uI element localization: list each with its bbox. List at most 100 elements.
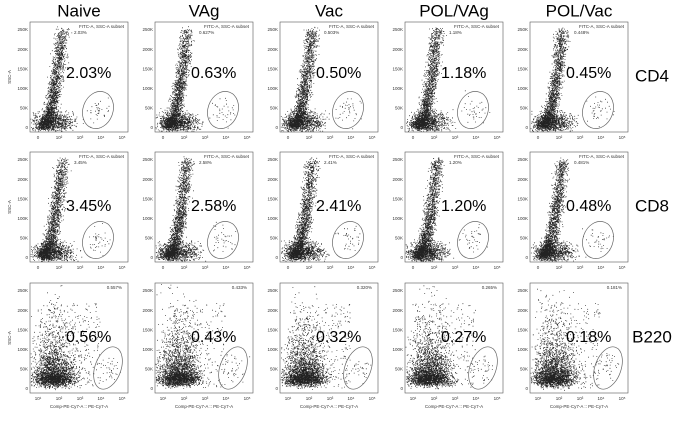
gate	[468, 346, 498, 390]
x-tick-label: 10⁵	[619, 265, 626, 270]
dot-density	[405, 157, 488, 262]
x-tick-label: 10²	[306, 265, 313, 270]
x-tick-label: 0	[537, 265, 540, 270]
dot-density	[406, 27, 491, 132]
x-tick-label: 10²	[431, 135, 438, 140]
x-tick-label: 10²	[181, 265, 188, 270]
column-header: Vac	[315, 1, 344, 20]
y-tick-label: 100K	[267, 347, 278, 352]
gate-label: FITC-A, SSC-A subset	[79, 154, 125, 159]
gate	[82, 221, 114, 259]
y-tick-label: 50K	[20, 367, 28, 372]
x-tick-label: 10³	[577, 265, 584, 270]
dot-density	[530, 27, 615, 132]
gate	[332, 91, 364, 129]
row-label: CD4	[635, 66, 669, 85]
y-tick-label: 200K	[392, 308, 403, 313]
x-tick-label: 10⁵	[369, 396, 376, 401]
gate-value: 2.03%	[74, 30, 87, 35]
y-tick-label: 250K	[392, 27, 403, 32]
x-tick-label: 10¹	[410, 396, 417, 401]
y-tick-label: 0	[400, 125, 403, 130]
y-tick-label: 200K	[142, 47, 153, 52]
gate-value: 0.433%	[232, 285, 247, 290]
y-tick-label: 200K	[267, 177, 278, 182]
y-tick-label: 0	[400, 386, 403, 391]
y-tick-label: 100K	[517, 347, 528, 352]
x-tick-label: 10²	[181, 135, 188, 140]
y-tick-label: 150K	[267, 196, 278, 201]
gate	[82, 91, 114, 129]
plot-frame	[529, 21, 629, 133]
percent: 0.56%	[66, 329, 111, 346]
x-tick-label: 10⁴	[473, 396, 480, 401]
dot-density	[155, 156, 237, 262]
gate-label: FITC-A, SSC-A subset	[204, 154, 250, 159]
x-tick-label: 10⁴	[98, 135, 105, 140]
y-tick-label: 250K	[517, 157, 528, 162]
x-axis-label: Comp-PE-Cy7-A :: PE-Cy7-A	[550, 404, 608, 409]
gate-value: 0.627%	[199, 30, 214, 35]
x-tick-label: 10⁴	[223, 265, 230, 270]
y-tick-label: 150K	[517, 196, 528, 201]
gate-label: FITC-A, SSC-A subset	[204, 24, 250, 29]
gate-value: 0.320%	[357, 285, 372, 290]
x-tick-label: 10⁵	[619, 396, 626, 401]
y-tick-label: 100K	[142, 86, 153, 91]
x-tick-label: 10³	[577, 135, 584, 140]
x-tick-label: 10³	[202, 265, 209, 270]
x-tick-label: 10⁴	[598, 396, 605, 401]
y-tick-label: 200K	[142, 177, 153, 182]
column-header: POL/Vac	[546, 1, 613, 20]
y-tick-label: 50K	[145, 236, 153, 241]
x-tick-label: 10²	[56, 265, 63, 270]
y-tick-label: 50K	[520, 367, 528, 372]
x-tick-label: 10¹	[285, 396, 292, 401]
percent: 0.63%	[191, 65, 236, 82]
y-tick-label: 100K	[142, 216, 153, 221]
x-tick-label: 10⁵	[494, 265, 501, 270]
x-tick-label: 10⁴	[348, 265, 355, 270]
gate-value: 0.557%	[107, 285, 122, 290]
plot-frame	[29, 282, 129, 394]
x-tick-label: 10⁴	[598, 265, 605, 270]
y-tick-label: 100K	[392, 86, 403, 91]
dot-density	[30, 26, 110, 132]
percent: 2.41%	[316, 198, 361, 215]
y-tick-label: 0	[275, 255, 278, 260]
y-tick-label: 50K	[520, 106, 528, 111]
y-tick-label: 100K	[267, 216, 278, 221]
gate-value: 1.20%	[449, 160, 462, 165]
y-tick-label: 250K	[517, 27, 528, 32]
x-tick-label: 10³	[77, 396, 84, 401]
percent: 3.45%	[66, 198, 111, 215]
x-tick-label: 10⁵	[244, 135, 251, 140]
y-tick-label: 100K	[392, 216, 403, 221]
percent: 2.03%	[66, 65, 111, 82]
x-tick-label: 10⁵	[619, 135, 626, 140]
gate	[332, 221, 364, 259]
y-tick-label: 50K	[20, 236, 28, 241]
percent: 0.50%	[316, 65, 361, 82]
gate-label: FITC-A, SSC-A subset	[79, 24, 125, 29]
x-tick-label: 10⁴	[98, 396, 105, 401]
y-tick-label: 250K	[517, 288, 528, 293]
y-tick-label: 50K	[395, 367, 403, 372]
gate	[582, 91, 614, 129]
y-tick-label: 250K	[17, 288, 28, 293]
y-tick-label: 50K	[395, 106, 403, 111]
y-tick-label: 250K	[392, 157, 403, 162]
dot-density	[530, 157, 614, 262]
gate-value: 0.448%	[574, 30, 589, 35]
x-tick-label: 10³	[77, 265, 84, 270]
y-tick-label: 0	[275, 125, 278, 130]
x-tick-label: 0	[37, 265, 40, 270]
x-tick-label: 10⁵	[244, 265, 251, 270]
y-tick-label: 200K	[267, 47, 278, 52]
x-tick-label: 10⁵	[369, 265, 376, 270]
x-tick-label: 10³	[327, 265, 334, 270]
y-tick-label: 100K	[142, 347, 153, 352]
x-tick-label: 10³	[202, 135, 209, 140]
gate-value: 0.265%	[482, 285, 497, 290]
